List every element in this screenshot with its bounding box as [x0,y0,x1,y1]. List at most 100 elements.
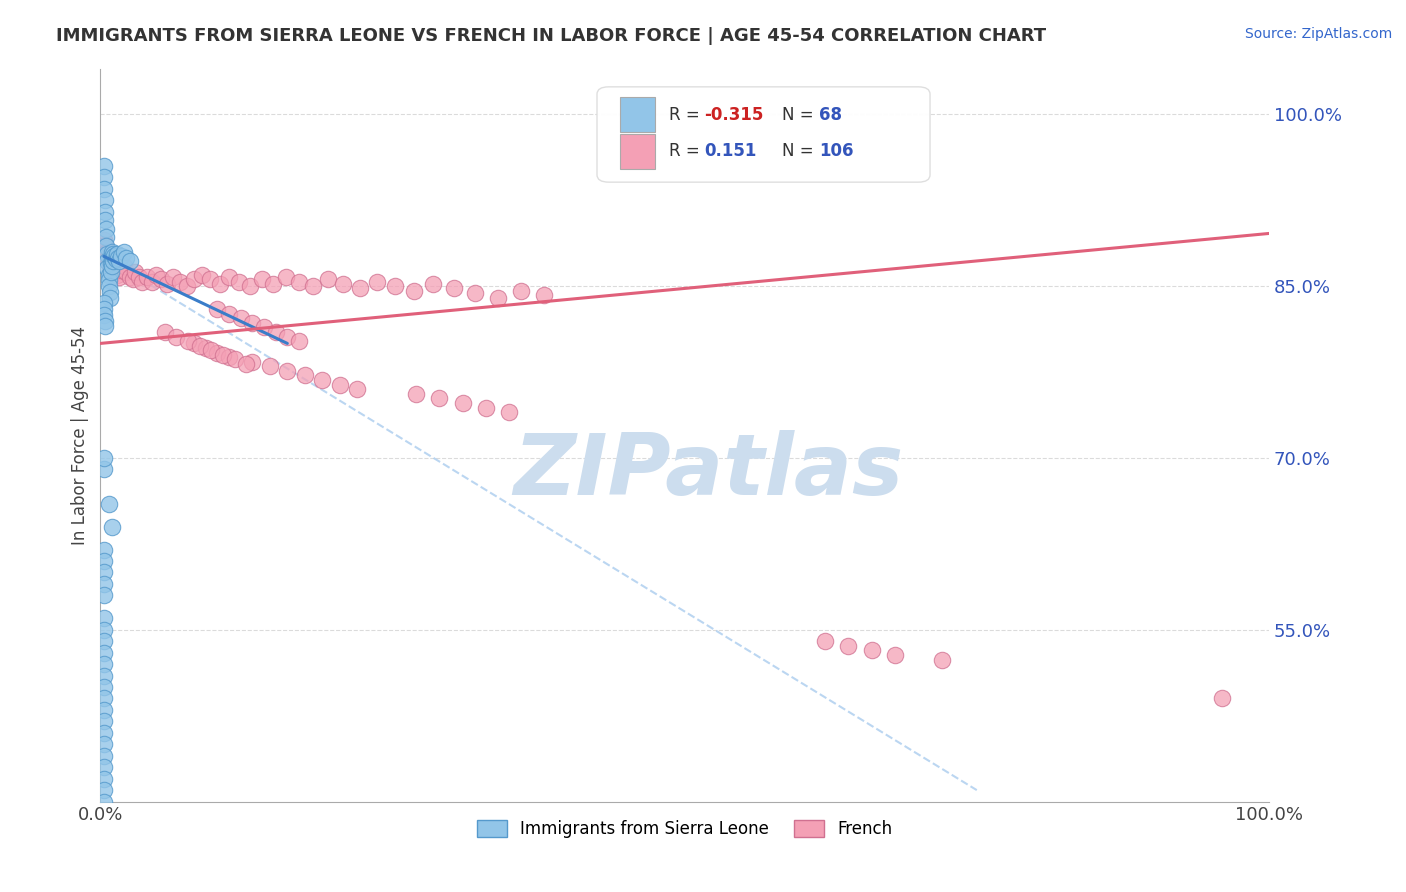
Point [115,265,138,279]
FancyBboxPatch shape [620,97,655,132]
Point [188,339,211,353]
Point [162,270,184,285]
Point [884,648,907,662]
Point [93,170,115,185]
Point [93,251,115,265]
Point [93,566,115,580]
Point [118,270,141,285]
Point [262,277,284,291]
Point [103,254,125,268]
Text: Source: ZipAtlas.com: Source: ZipAtlas.com [1244,27,1392,41]
Point [94,204,117,219]
Point [98,249,121,263]
Point [98,285,121,299]
Point [98,291,121,305]
Point [218,307,240,321]
Point [533,288,555,302]
Point [93,159,115,173]
Point [191,268,214,282]
Point [96,244,118,259]
Point [329,377,352,392]
Point [96,251,118,265]
Point [264,325,287,339]
Point [93,634,115,648]
Point [93,611,115,625]
Point [97,497,120,511]
Point [93,772,115,786]
Point [208,277,231,291]
Point [427,392,450,406]
Text: N =: N = [782,106,818,124]
Point [93,726,115,740]
Point [464,285,486,300]
Point [194,341,217,355]
Point [93,462,115,476]
Text: 106: 106 [820,143,853,161]
Point [93,296,115,310]
Point [115,251,138,265]
Point [366,275,388,289]
Point [183,336,205,351]
Point [108,270,131,285]
Point [108,254,131,268]
Point [200,272,222,286]
Point [276,329,298,343]
Text: R =: R = [669,143,706,161]
Point [104,252,127,266]
Point [103,256,125,270]
Point [200,343,222,358]
Point [93,829,115,843]
Point [101,254,124,268]
Point [169,275,191,289]
Point [93,691,115,706]
Point [105,259,128,273]
Point [105,268,128,282]
Point [100,252,122,266]
Point [101,259,124,273]
Text: N =: N = [782,143,818,161]
Point [96,254,118,268]
Point [239,279,262,293]
Point [100,260,122,275]
Point [96,260,118,275]
Point [349,281,371,295]
Point [259,359,281,374]
Point [218,350,240,364]
Point [110,249,132,263]
Text: ZIPatlas: ZIPatlas [513,430,903,513]
Point [96,239,118,253]
Point [402,284,425,298]
Point [93,668,115,682]
Point [94,247,117,261]
FancyBboxPatch shape [598,87,929,182]
Point [302,279,325,293]
Point [205,345,228,359]
Point [294,368,316,383]
Point [205,301,228,316]
Point [814,634,837,648]
Point [93,308,115,322]
Point [443,281,465,295]
Point [346,382,368,396]
Point [93,182,115,196]
Point [253,320,276,334]
Point [94,212,117,227]
Point [150,272,173,286]
Point [97,247,120,261]
Point [96,230,118,244]
Point [276,270,298,285]
Point [100,265,122,279]
Point [136,270,159,285]
Point [107,251,129,265]
Point [405,386,427,401]
Point [93,301,115,316]
Point [837,639,859,653]
Point [288,275,311,289]
Point [475,401,498,415]
Point [93,783,115,797]
Point [451,396,474,410]
Point [212,348,235,362]
Point [276,364,298,378]
Point [94,238,117,252]
Point [156,277,179,291]
